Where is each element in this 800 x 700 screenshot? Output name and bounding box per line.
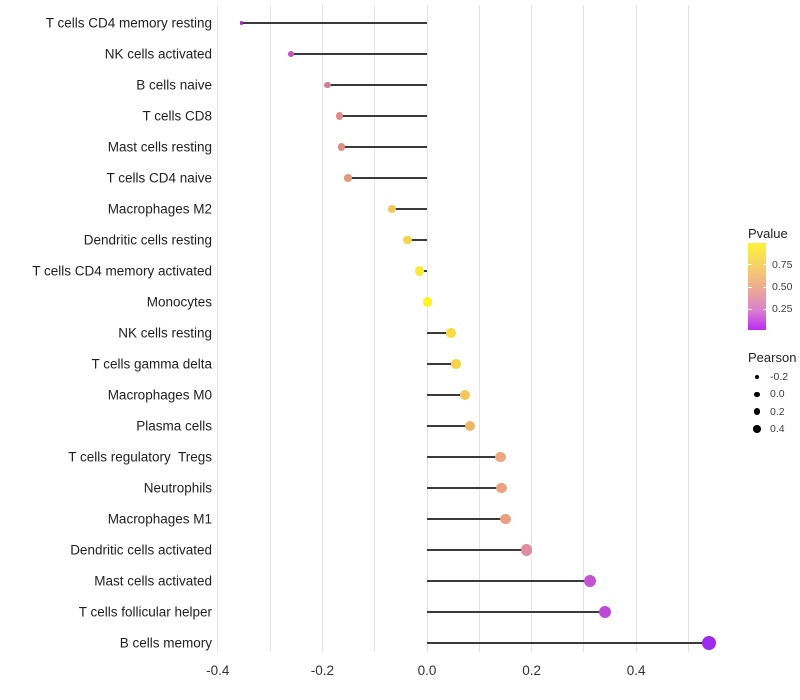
x-tick-label: 0.4	[626, 663, 646, 678]
colorbar-tick	[762, 286, 766, 288]
category-label: T cells gamma delta	[91, 356, 212, 372]
lollipop-stem	[427, 518, 506, 520]
lollipop-dot	[520, 544, 532, 556]
x-gridline	[688, 5, 689, 652]
size-legend-dot	[753, 425, 761, 434]
lollipop-dot	[288, 51, 294, 57]
category-label: T cells CD4 memory activated	[32, 263, 212, 279]
lollipop-stem	[427, 487, 502, 489]
lollipop-stem	[341, 146, 427, 148]
category-label: T cells CD4 memory resting	[45, 15, 212, 31]
colorbar-tick-label: 0.50	[772, 281, 793, 293]
x-gridline	[321, 5, 323, 652]
lollipop-dot	[414, 266, 424, 276]
lollipop-dot	[500, 513, 511, 525]
lollipop-dot	[494, 451, 506, 463]
x-tick-label: -0.4	[206, 663, 230, 678]
lollipop-stem	[427, 394, 465, 396]
lollipop-dot	[701, 636, 716, 650]
lollipop-stem	[427, 363, 456, 365]
category-label: Macrophages M2	[107, 201, 212, 217]
lollipop-stem	[327, 84, 427, 86]
category-label: Neutrophils	[143, 480, 212, 496]
x-gridline	[269, 5, 271, 652]
size-legend-label: 0.4	[770, 423, 785, 436]
lollipop-dot	[239, 21, 244, 25]
lollipop-dot	[344, 174, 352, 182]
lollipop-stem	[427, 456, 501, 458]
category-label: T cells follicular helper	[78, 604, 212, 620]
lollipop-dot	[446, 328, 456, 338]
category-label: Monocytes	[146, 294, 212, 310]
lollipop-dot	[465, 420, 476, 432]
lollipop-stem	[291, 53, 427, 55]
lollipop-stem	[348, 177, 427, 179]
colorbar-tick	[748, 264, 752, 266]
x-tick-label: 0.2	[522, 663, 541, 678]
category-label: T cells regulatory Tregs	[68, 449, 212, 465]
category-label: T cells CD8	[142, 108, 212, 124]
lollipop-dot	[598, 605, 612, 619]
x-gridline	[374, 5, 376, 652]
lollipop-dot	[450, 359, 461, 369]
pvalue-legend-title: Pvalue	[748, 226, 788, 241]
size-legend-label: 0.0	[770, 388, 785, 401]
colorbar-tick	[748, 308, 752, 310]
colorbar-tick	[762, 308, 766, 310]
size-legend-dot	[754, 391, 760, 398]
x-gridline	[426, 5, 428, 652]
lollipop-stem	[427, 425, 471, 427]
category-label: NK cells resting	[118, 325, 212, 341]
category-label: Mast cells activated	[94, 573, 212, 589]
lollipop-dot	[335, 112, 343, 120]
x-gridline	[478, 5, 480, 652]
size-legend-label: -0.2	[770, 371, 789, 383]
lollipop-dot	[387, 204, 397, 214]
lollipop-dot	[402, 235, 412, 245]
x-gridline	[583, 5, 585, 652]
lollipop-stem	[427, 580, 591, 582]
category-label: T cells CD4 naive	[106, 170, 212, 186]
lollipop-stem	[427, 549, 527, 551]
lollipop-dot	[422, 297, 433, 307]
category-label: B cells naive	[136, 77, 212, 93]
x-gridline	[635, 5, 637, 652]
x-gridline	[531, 5, 533, 652]
lollipop-stem	[427, 611, 605, 613]
category-label: NK cells activated	[104, 46, 212, 62]
lollipop-stem	[339, 115, 427, 117]
colorbar-tick-label: 0.25	[772, 303, 793, 316]
lollipop-dot	[337, 143, 345, 151]
pvalue-colorbar	[748, 243, 766, 330]
colorbar-tick-label: 0.75	[772, 258, 793, 271]
lollipop-stem	[391, 208, 427, 210]
size-legend-label: 0.2	[770, 405, 785, 418]
category-label: B cells memory	[119, 635, 212, 651]
category-label: Macrophages M1	[107, 511, 212, 527]
x-tick-label: 0.0	[417, 663, 437, 678]
category-label: Dendritic cells activated	[70, 542, 212, 558]
lollipop-stem	[427, 332, 452, 334]
lollipop-dot	[324, 81, 332, 89]
category-label: Plasma cells	[136, 418, 212, 434]
category-label: Dendritic cells resting	[83, 232, 212, 248]
category-label: Macrophages M0	[107, 387, 212, 403]
category-label: Mast cells resting	[107, 139, 212, 155]
x-tick-label: -0.2	[310, 663, 335, 678]
lollipop-dot	[584, 574, 597, 588]
colorbar-tick	[762, 264, 766, 266]
x-gridline	[217, 5, 219, 652]
colorbar-tick	[748, 286, 752, 288]
pearson-legend-title: Pearson	[748, 350, 797, 365]
lollipop-dot	[495, 482, 507, 494]
lollipop-stem	[427, 642, 709, 644]
lollipop-stem	[241, 22, 427, 24]
lollipop-stem	[407, 239, 427, 241]
size-legend-dot	[754, 374, 760, 380]
lollipop-dot	[459, 390, 470, 400]
size-legend-dot	[753, 408, 761, 416]
